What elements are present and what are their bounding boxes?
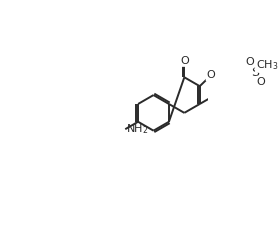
Text: NH$_2$: NH$_2$ — [126, 122, 149, 136]
Text: S: S — [251, 65, 259, 79]
Text: O: O — [245, 57, 254, 68]
Text: O: O — [207, 70, 215, 80]
Text: O: O — [180, 56, 189, 66]
Text: CH$_3$: CH$_3$ — [256, 58, 278, 72]
Text: O: O — [256, 77, 265, 87]
